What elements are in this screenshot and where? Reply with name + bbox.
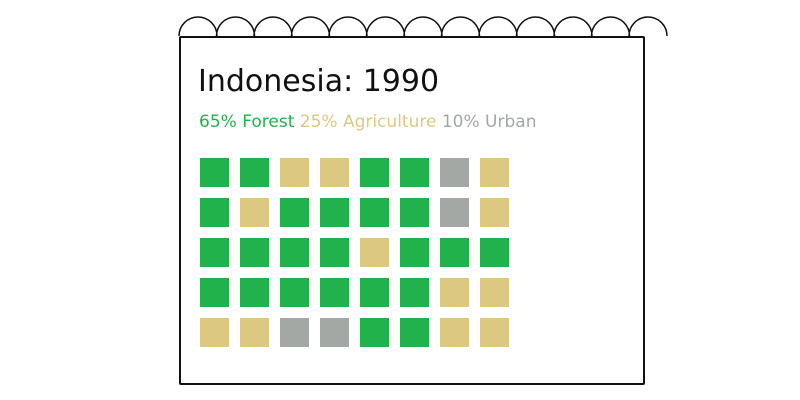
waffle-cell-forest (280, 278, 309, 307)
waffle-cell-forest (360, 318, 389, 347)
binding-ring (365, 16, 406, 37)
binding-ring (478, 16, 518, 37)
waffle-cell-forest (280, 198, 309, 227)
waffle-cell-agriculture (240, 318, 269, 347)
waffle-cell-forest (440, 238, 469, 267)
waffle-cell-agriculture (480, 318, 509, 347)
waffle-cell-forest (200, 158, 229, 187)
binding-ring (440, 16, 481, 37)
binding-ring (628, 16, 668, 37)
calendar-binding-rings (178, 16, 668, 37)
waffle-cell-agriculture (440, 318, 469, 347)
waffle-cell-forest (360, 198, 389, 227)
binding-ring (328, 16, 368, 37)
waffle-cell-forest (200, 198, 229, 227)
waffle-cell-agriculture (360, 238, 389, 267)
binding-ring (215, 16, 256, 37)
waffle-cell-agriculture (240, 198, 269, 227)
waffle-cell-agriculture (200, 318, 229, 347)
waffle-cell-forest (360, 158, 389, 187)
waffle-cell-forest (240, 278, 269, 307)
waffle-cell-agriculture (480, 158, 509, 187)
waffle-cell-urban (280, 318, 309, 347)
legend-urban: 10% Urban (441, 112, 537, 132)
binding-ring (253, 16, 293, 37)
waffle-cell-agriculture (480, 278, 509, 307)
waffle-cell-forest (320, 238, 349, 267)
legend-agriculture: 25% Agriculture (299, 112, 437, 132)
binding-ring (178, 16, 218, 37)
waffle-cell-forest (320, 278, 349, 307)
legend: 65% Forest 25% Agriculture 10% Urban (199, 110, 536, 134)
waffle-cell-forest (320, 198, 349, 227)
chart-title: Indonesia: 1990 (198, 64, 440, 99)
waffle-cell-urban (440, 198, 469, 227)
waffle-cell-agriculture (480, 198, 509, 227)
waffle-cell-forest (200, 238, 229, 267)
waffle-cell-forest (400, 238, 429, 267)
waffle-cell-agriculture (320, 158, 349, 187)
binding-ring (403, 16, 443, 37)
binding-ring (515, 16, 556, 37)
waffle-cell-forest (480, 238, 509, 267)
binding-ring (290, 16, 331, 37)
waffle-cell-forest (200, 278, 229, 307)
waffle-cell-agriculture (280, 158, 309, 187)
waffle-cell-forest (240, 158, 269, 187)
waffle-cell-forest (400, 198, 429, 227)
waffle-cell-forest (360, 278, 389, 307)
waffle-cell-forest (400, 318, 429, 347)
waffle-cell-urban (320, 318, 349, 347)
waffle-cell-forest (240, 238, 269, 267)
binding-ring (553, 16, 593, 37)
waffle-cell-forest (280, 238, 309, 267)
waffle-cell-urban (440, 158, 469, 187)
waffle-cell-agriculture (440, 278, 469, 307)
waffle-cell-forest (400, 158, 429, 187)
binding-ring (590, 16, 631, 37)
waffle-cell-forest (400, 278, 429, 307)
legend-forest: 65% Forest (199, 112, 295, 132)
